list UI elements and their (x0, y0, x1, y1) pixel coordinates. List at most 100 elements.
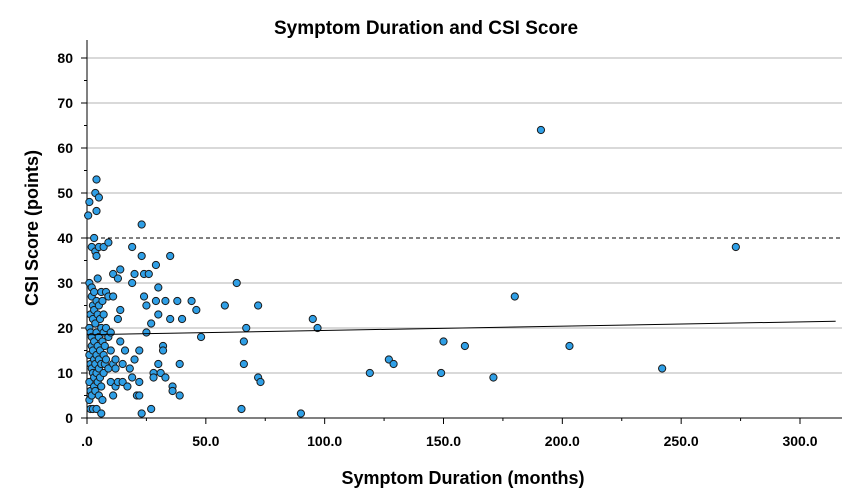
data-point (116, 305, 125, 315)
data-point (154, 310, 163, 319)
data-point (154, 359, 163, 369)
data-point (111, 355, 120, 364)
x-tick-label: 300.0 (782, 433, 817, 449)
y-axis-label: CSI Score (points) (22, 150, 42, 306)
data-point (658, 364, 667, 373)
data-point (158, 346, 168, 355)
data-point (510, 292, 519, 301)
data-point (90, 287, 99, 297)
x-tick-label: 50.0 (192, 433, 219, 449)
data-point (161, 373, 170, 382)
data-point (137, 251, 146, 261)
data-point (242, 323, 251, 333)
data-point (98, 395, 107, 405)
x-axis-label: Symptom Duration (months) (342, 468, 585, 488)
data-point (147, 404, 156, 414)
data-point (237, 404, 246, 414)
data-point (254, 301, 263, 310)
data-point (130, 269, 139, 279)
data-point (125, 364, 134, 373)
data-point (92, 175, 101, 184)
data-point (128, 278, 137, 288)
x-tick-label: 100.0 (307, 433, 342, 449)
data-point (296, 409, 305, 418)
y-tick-label: 80 (57, 50, 73, 66)
data-point (460, 341, 469, 351)
data-point (92, 251, 101, 261)
data-point (137, 409, 146, 418)
data-point (118, 359, 127, 369)
data-point (166, 314, 175, 324)
y-tick-label: 10 (57, 365, 73, 381)
data-point (232, 278, 241, 288)
x-tick-label: .0 (81, 433, 93, 449)
data-point (113, 274, 122, 283)
data-point (101, 355, 111, 364)
data-point (142, 301, 151, 310)
data-point (151, 296, 161, 306)
data-point (187, 296, 196, 306)
data-point (84, 211, 93, 220)
data-point (104, 238, 113, 247)
data-point (90, 233, 99, 243)
data-point (93, 274, 102, 283)
x-tick-label: 150.0 (426, 433, 461, 449)
data-point (109, 292, 118, 301)
x-tick-label: 200.0 (545, 433, 580, 449)
data-point (166, 251, 175, 261)
data-point (308, 314, 317, 324)
tick-labels: 0 10 20 30 40 50 60 70 80 .0 50.0 100.0 150.0 200.0 25… (57, 50, 817, 449)
data-point (85, 197, 94, 207)
y-tick-label: 50 (57, 185, 73, 201)
data-point (149, 373, 158, 382)
data-point (99, 310, 108, 319)
data-point (98, 296, 107, 306)
data-point (439, 337, 448, 346)
data-point (135, 377, 144, 387)
data-point (177, 314, 187, 324)
x-tick-label: 250.0 (664, 433, 699, 449)
data-point (168, 386, 177, 396)
chart-title: Symptom Duration and CSI Score (274, 18, 578, 39)
data-point (173, 296, 182, 306)
data-point (106, 346, 115, 355)
data-point (142, 328, 151, 337)
y-tick-label: 20 (57, 320, 73, 336)
data-point (128, 373, 137, 382)
data-point (147, 319, 156, 328)
data-point (161, 296, 170, 306)
data-point (154, 283, 163, 292)
data-point (100, 341, 109, 351)
data-point (123, 382, 132, 391)
data-point (565, 341, 574, 351)
data-point (135, 391, 144, 400)
data-point (106, 328, 115, 337)
gridlines (87, 57, 842, 374)
data-point (116, 265, 125, 274)
data-point (192, 305, 201, 315)
data-point (109, 391, 118, 400)
data-point (220, 301, 229, 310)
data-point (97, 382, 106, 391)
data-point (113, 314, 122, 324)
data-point (365, 368, 374, 378)
y-tick-label: 70 (57, 95, 73, 111)
fit-line (86, 320, 836, 336)
data-point (92, 206, 101, 216)
y-tick-label: 0 (65, 410, 73, 426)
data-point (144, 269, 153, 279)
data-point (97, 409, 106, 418)
data-point (239, 359, 248, 369)
data-point (489, 373, 498, 382)
data-point (139, 292, 149, 301)
data-point (196, 332, 206, 342)
data-point (175, 359, 184, 369)
data-point (256, 377, 265, 387)
data-point (536, 125, 546, 135)
data-point (731, 242, 740, 252)
data-points (84, 125, 740, 418)
data-point (389, 359, 398, 369)
data-point (130, 355, 139, 364)
axes (81, 40, 842, 424)
